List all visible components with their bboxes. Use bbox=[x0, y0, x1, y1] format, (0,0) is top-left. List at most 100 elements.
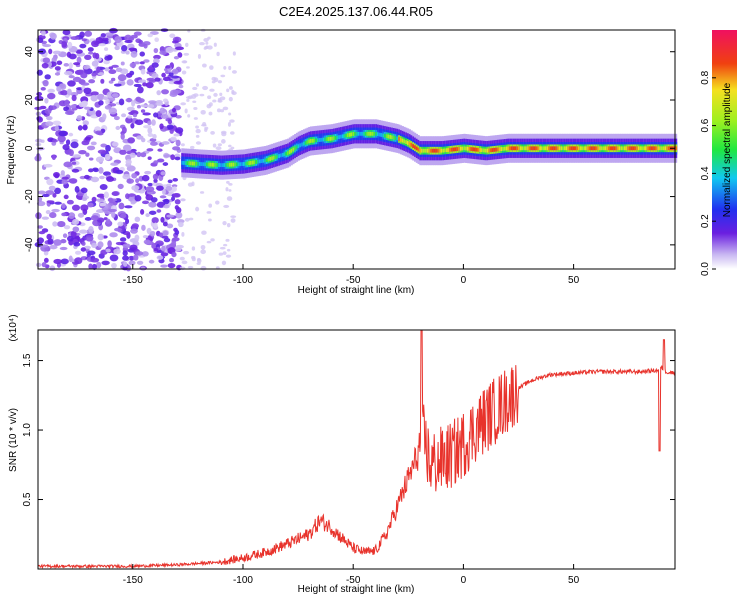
spectrogram-noise-cell bbox=[225, 238, 230, 242]
spectrogram-ridge-cell bbox=[493, 147, 496, 152]
spectrogram-noise-cell bbox=[201, 230, 207, 235]
spectrogram-ridge-cell bbox=[535, 146, 538, 151]
spectrogram-ridge-cell bbox=[265, 158, 269, 163]
spectrogram-ridge-cell bbox=[396, 136, 399, 141]
spectrogram-noise-cell bbox=[225, 254, 232, 258]
spectrogram-noise-cell bbox=[130, 228, 138, 234]
spectrogram-ridge-cell bbox=[403, 139, 406, 144]
spectrogram-noise-cell bbox=[145, 213, 150, 218]
spectrogram-ridge-cell bbox=[350, 132, 353, 137]
spectrogram-ridge-cell bbox=[362, 131, 366, 136]
spectrogram-noise-cell bbox=[52, 50, 62, 55]
spectrogram-noise-cell bbox=[163, 237, 171, 243]
spectrogram-ridge-cell bbox=[412, 144, 415, 149]
spectrogram-noise-cell bbox=[208, 203, 213, 208]
spectrogram-noise-cell bbox=[76, 115, 83, 121]
spectrogram-ridge-cell bbox=[503, 146, 507, 151]
spectrogram-noise-cell bbox=[147, 156, 152, 160]
spectrogram-noise-cell bbox=[134, 216, 141, 223]
spectrogram-ridge-cell bbox=[484, 148, 487, 153]
spectrogram-ridge-cell bbox=[599, 146, 602, 151]
spectrogram-noise-cell bbox=[70, 230, 77, 238]
spectrogram-x-tick-label: -50 bbox=[346, 275, 361, 286]
spectrogram-ridge-cell bbox=[410, 142, 413, 147]
spectrogram-noise-cell bbox=[68, 178, 78, 184]
spectrogram-noise-cell bbox=[163, 204, 170, 209]
spectrogram-noise-cell bbox=[172, 193, 181, 198]
spectrogram-noise-cell bbox=[153, 247, 159, 252]
colorbar-gradient bbox=[712, 30, 737, 269]
spectrogram-noise-cell bbox=[142, 235, 149, 239]
spectrogram-noise-cell bbox=[49, 32, 57, 40]
spectrogram-noise-cell bbox=[115, 125, 121, 131]
spectrogram-ridge-cell bbox=[260, 159, 263, 164]
spectrogram-ridge-cell bbox=[281, 152, 284, 157]
spectrogram-ridge-cell bbox=[188, 161, 191, 166]
spectrogram-ridge-cell bbox=[283, 152, 286, 157]
spectrogram-ridge-cell bbox=[606, 146, 609, 151]
spectrogram-noise-cell bbox=[175, 211, 183, 219]
spectrogram-noise-cell bbox=[73, 62, 81, 66]
spectrogram-noise-cell bbox=[90, 176, 100, 183]
spectrogram-noise-cell bbox=[77, 212, 85, 218]
spectrogram-noise-cell bbox=[37, 225, 43, 229]
spectrogram-noise-cell bbox=[213, 42, 217, 47]
spectrogram-noise-cell bbox=[88, 79, 96, 84]
spectrogram-noise-cell bbox=[52, 120, 62, 126]
spectrogram-noise-cell bbox=[105, 248, 111, 253]
spectrogram-noise-cell bbox=[122, 243, 131, 249]
spectrogram-noise-cell bbox=[187, 182, 193, 187]
snr-y-tick-label: 1.5 bbox=[22, 353, 33, 367]
snr-x-tick-label: -100 bbox=[233, 575, 253, 586]
spectrogram-noise-cell bbox=[131, 185, 140, 191]
spectrogram-noise-cell bbox=[130, 123, 135, 129]
spectrogram-ridge-cell bbox=[445, 148, 448, 153]
spectrogram-noise-cell bbox=[64, 99, 70, 107]
spectrogram-noise-cell bbox=[124, 205, 133, 209]
spectrogram-noise-cell bbox=[110, 77, 116, 82]
spectrogram-noise-cell bbox=[213, 92, 218, 97]
spectrogram-ridge-cell bbox=[544, 146, 547, 151]
spectrogram-ridge-cell bbox=[339, 134, 343, 139]
spectrogram-ridge-cell bbox=[428, 148, 431, 153]
spectrogram-noise-cell bbox=[73, 242, 81, 247]
spectrogram-noise-cell bbox=[84, 106, 91, 110]
spectrogram-ridge-cell bbox=[637, 146, 641, 151]
spectrogram-ridge-cell bbox=[438, 148, 441, 153]
spectrogram-noise-cell bbox=[133, 83, 142, 88]
spectrogram-noise-cell bbox=[51, 154, 56, 161]
spectrogram-ridge-cell bbox=[315, 138, 318, 143]
spectrogram-ridge-cell bbox=[579, 146, 582, 151]
spectrogram-noise-cell bbox=[123, 261, 128, 267]
spectrogram-noise-cell bbox=[130, 34, 138, 39]
spectrogram-noise-cell bbox=[202, 85, 209, 91]
spectrogram-noise-cell bbox=[125, 50, 130, 55]
spectrogram-noise-cell bbox=[90, 215, 99, 221]
spectrogram-noise-cell bbox=[204, 126, 209, 130]
spectrogram-noise-cell bbox=[139, 61, 145, 65]
spectrogram-noise-cell bbox=[136, 104, 141, 109]
spectrogram-noise-cell bbox=[209, 65, 214, 70]
spectrogram-noise-cell bbox=[97, 241, 104, 248]
spectrogram-ridge-cell bbox=[592, 146, 595, 151]
spectrogram-noise-cell bbox=[41, 262, 47, 268]
spectrogram-noise-cell bbox=[175, 127, 184, 134]
spectrogram-ridge-cell bbox=[257, 159, 260, 164]
spectrogram-noise-cell bbox=[143, 239, 151, 245]
spectrogram-noise-cell bbox=[140, 68, 146, 75]
spectrogram-ridge-cell bbox=[387, 134, 390, 139]
spectrogram-noise-cell bbox=[43, 250, 49, 256]
spectrogram-noise-cell bbox=[80, 187, 88, 194]
spectrogram-noise-cell bbox=[187, 265, 194, 269]
spectrogram-noise-cell bbox=[152, 134, 157, 140]
snr-x-axis-label: Height of straight line (km) bbox=[298, 584, 415, 595]
spectrogram-ridge-cell bbox=[297, 144, 300, 149]
spectrogram-noise-cell bbox=[170, 75, 180, 79]
spectrogram-ridge-cell bbox=[371, 131, 374, 136]
spectrogram-ridge-cell bbox=[618, 146, 621, 151]
spectrogram-noise-cell bbox=[43, 257, 49, 263]
spectrogram-ridge-cell bbox=[602, 146, 605, 151]
spectrogram-y-tick-label: 40 bbox=[24, 46, 35, 58]
spectrogram-noise-cell bbox=[226, 180, 230, 184]
spectrogram-noise-cell bbox=[81, 197, 88, 202]
